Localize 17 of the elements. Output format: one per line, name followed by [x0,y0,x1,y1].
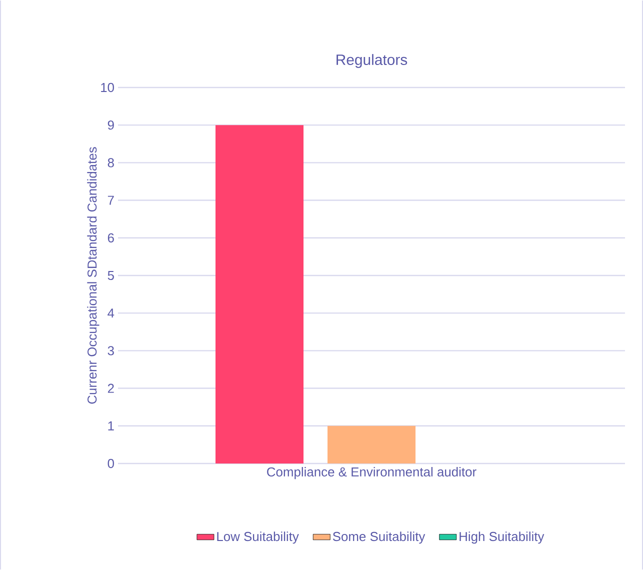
y-tick-label: 5 [108,270,114,280]
legend-label: Some Suitability [332,532,426,544]
y-tick-label: 1 [108,421,114,430]
y-tick-label: 6 [108,233,114,242]
y-tick-label: 9 [108,120,114,130]
legend-label: Low Suitability [217,532,299,544]
y-tick-label: 4 [108,308,114,318]
y-tick-label: 2 [108,384,114,393]
x-tick-label: Compliance & Environmental auditor [267,467,476,480]
y-tick-label: 0 [108,458,114,468]
y-tick-label: 3 [108,346,114,356]
y-axis-title: Currenr Occupational SDtandard Candidates [87,147,100,404]
y-tick-label: 7 [108,196,114,205]
legend-label: High Suitability [460,532,544,544]
y-tick-label: 10 [101,82,114,92]
y-tick-label: 8 [108,158,114,168]
chart-title: Regulators [336,54,408,68]
